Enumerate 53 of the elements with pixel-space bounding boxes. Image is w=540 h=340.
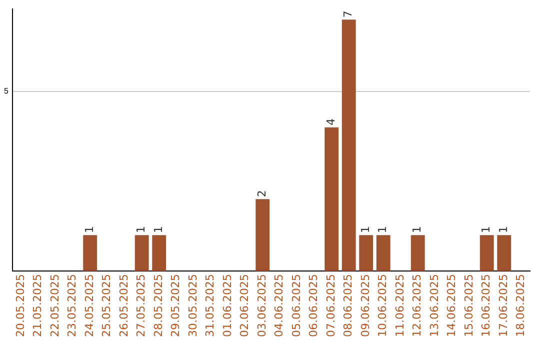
x-tick-label: 30.05.2025	[186, 274, 200, 338]
bar	[152, 235, 166, 272]
x-tick-label: 18.06.2025	[514, 274, 528, 338]
x-tick-label: 27.05.2025	[134, 274, 148, 338]
x-tick-label: 16.06.2025	[480, 274, 493, 338]
x-tick-label: 13.06.2025	[428, 274, 441, 338]
data-label: 7	[342, 10, 355, 18]
bar	[83, 235, 98, 272]
x-tick-label: 20.05.2025	[14, 274, 27, 338]
bar	[410, 235, 425, 272]
data-label: 1	[376, 226, 390, 234]
x-tick-label: 14.06.2025	[445, 274, 458, 338]
data-label: 1	[82, 226, 96, 234]
x-tick-label: 24.05.2025	[82, 274, 96, 338]
x-tick-label: 31.05.2025	[204, 274, 217, 338]
x-tick-label: 29.05.2025	[169, 274, 182, 338]
bar	[497, 235, 512, 272]
x-tick-label: 04.06.2025	[272, 274, 286, 338]
x-tick-label: 15.06.2025	[462, 274, 476, 338]
data-label: 4	[324, 118, 338, 126]
bar	[134, 235, 149, 272]
x-tick-label: 09.06.2025	[358, 274, 372, 338]
data-label: 2	[255, 190, 268, 198]
bar	[342, 20, 356, 272]
x-tick-label: 26.05.2025	[117, 274, 130, 338]
x-tick-label: 22.05.2025	[48, 274, 62, 338]
y-tick-label: 5	[4, 86, 9, 96]
bar	[324, 127, 339, 272]
x-tick-label: 23.05.2025	[66, 274, 79, 338]
x-tick-label: 05.06.2025	[290, 274, 303, 338]
x-tick-label: 25.05.2025	[100, 274, 114, 338]
x-tick-label: 08.06.2025	[342, 274, 355, 338]
x-tick-label: 07.06.2025	[324, 274, 338, 338]
data-label: 1	[358, 226, 372, 234]
bar	[256, 199, 270, 272]
x-tick-label: 01.06.2025	[220, 274, 234, 338]
data-label: 1	[496, 226, 510, 234]
bar	[359, 235, 374, 272]
x-tick-label: 21.05.2025	[31, 274, 44, 338]
x-tick-label: 10.06.2025	[376, 274, 390, 338]
x-tick-label: 17.06.2025	[496, 274, 510, 338]
x-tick-label: 06.06.2025	[307, 274, 320, 338]
x-tick-label: 02.06.2025	[238, 274, 252, 338]
bar	[480, 235, 494, 272]
data-label: 1	[410, 226, 424, 234]
x-tick-label: 12.06.2025	[410, 274, 424, 338]
x-tick-label: 11.06.2025	[393, 274, 406, 338]
x-tick-label: 03.06.2025	[255, 274, 268, 338]
data-label: 1	[480, 226, 493, 234]
bar	[376, 235, 390, 272]
x-tick-label: 28.05.2025	[152, 274, 165, 338]
data-label: 1	[134, 226, 148, 234]
data-label: 1	[152, 226, 165, 234]
